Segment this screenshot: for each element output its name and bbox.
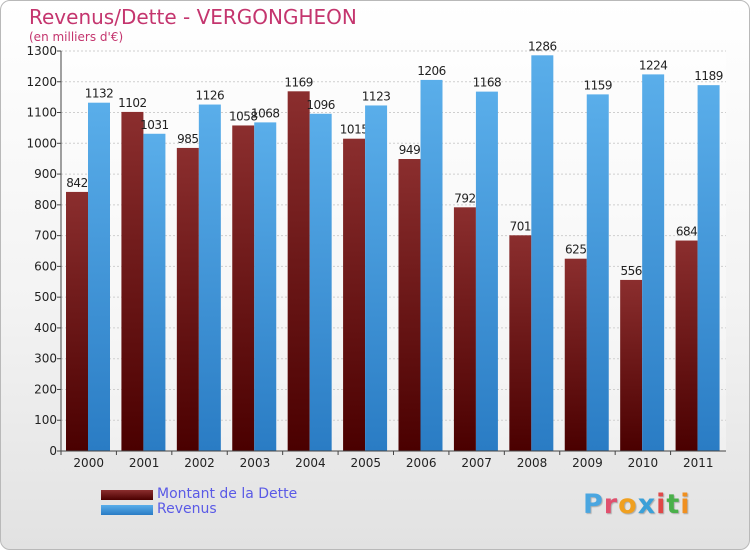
x-tick-label: 2009 xyxy=(572,456,603,470)
data-label: 985 xyxy=(177,132,198,146)
bar-dette xyxy=(398,159,421,451)
data-label: 1168 xyxy=(473,76,502,90)
bar-dette xyxy=(121,111,144,451)
y-tick-label: 500 xyxy=(34,290,57,304)
data-label: 1123 xyxy=(362,89,391,103)
bar-revenus xyxy=(475,91,498,451)
bar-dette xyxy=(453,207,476,451)
bar-dette xyxy=(620,279,643,451)
bar-chart: 0 100 200 300 400 500 600 700 800 900 1000 1100 1200… xyxy=(26,39,726,470)
y-tick-label: 1300 xyxy=(26,44,57,58)
data-label: 949 xyxy=(399,143,420,157)
bar-revenus xyxy=(198,104,221,452)
x-tick-label: 2000 xyxy=(73,456,104,470)
data-label: 1286 xyxy=(528,39,557,53)
bar-dette xyxy=(564,258,587,451)
data-label: 625 xyxy=(565,243,586,257)
logo-letter: t xyxy=(666,489,681,520)
bar-dette xyxy=(675,240,698,451)
bar-dette xyxy=(232,125,255,451)
bar-revenus xyxy=(531,55,554,452)
x-tick-label: 2001 xyxy=(129,456,160,470)
data-label: 1132 xyxy=(85,87,114,101)
x-tick-label: 2002 xyxy=(184,456,215,470)
bar-revenus xyxy=(586,94,609,451)
bar-revenus xyxy=(309,113,332,452)
chart-subtitle: (en milliers d'€) xyxy=(29,30,124,44)
data-label: 1126 xyxy=(196,89,225,103)
bar-dette xyxy=(343,138,366,451)
data-label: 1206 xyxy=(417,64,446,78)
bar-revenus xyxy=(88,102,110,451)
data-label: 1224 xyxy=(639,58,668,72)
bar-dette xyxy=(509,235,532,451)
data-label: 1068 xyxy=(251,106,280,120)
x-tick-label: 2010 xyxy=(628,456,659,470)
bar-dette xyxy=(176,147,199,451)
y-tick-label: 700 xyxy=(34,229,57,243)
y-tick-label: 800 xyxy=(34,198,57,212)
x-tick-label: 2011 xyxy=(683,456,714,470)
logo-letter: i xyxy=(656,489,667,520)
logo-letter: i xyxy=(680,489,691,520)
chart-title: Revenus/Dette - VERGONGHEON xyxy=(29,5,357,29)
y-tick-label: 0 xyxy=(49,444,57,458)
x-tick-label: 2003 xyxy=(240,456,271,470)
x-tick-label: 2005 xyxy=(351,456,382,470)
y-tick-label: 1200 xyxy=(26,75,57,89)
data-label: 684 xyxy=(676,225,697,239)
x-tick-label: 2007 xyxy=(461,456,492,470)
x-tick-label: 2004 xyxy=(295,456,326,470)
data-label: 1159 xyxy=(583,78,612,92)
data-label: 1031 xyxy=(140,118,169,132)
y-tick-label: 300 xyxy=(34,352,57,366)
logo-letter: x xyxy=(637,489,657,520)
legend-swatch-revenus xyxy=(101,505,153,515)
x-tick-label: 2006 xyxy=(406,456,437,470)
plot-area xyxy=(61,51,726,451)
legend-swatch-dette xyxy=(101,490,153,500)
proxiti-logo: Proxiti xyxy=(583,489,691,520)
y-tick-label: 900 xyxy=(34,167,57,181)
logo-letter: r xyxy=(603,489,619,520)
x-axis-ticks: 2000 2001 2002 2003 2004 2005 2006 2007 2008 2009… xyxy=(60,451,714,470)
y-axis-ticks: 0 100 200 300 400 500 600 700 800 900 1000 1100 1200… xyxy=(26,44,61,458)
bar-revenus xyxy=(365,105,388,451)
data-label: 1102 xyxy=(118,96,147,110)
legend-label-revenus: Revenus xyxy=(157,501,217,517)
x-tick-label: 2008 xyxy=(517,456,548,470)
y-tick-label: 600 xyxy=(34,259,57,273)
data-label: 1015 xyxy=(340,123,369,137)
data-label: 1169 xyxy=(284,75,313,89)
gridlines xyxy=(61,50,726,452)
bar-revenus xyxy=(642,74,665,451)
data-label: 556 xyxy=(620,264,641,278)
bar-dette xyxy=(287,91,310,452)
legend-label-dette: Montant de la Dette xyxy=(157,486,298,502)
bar-dette xyxy=(66,191,88,451)
y-tick-label: 400 xyxy=(34,321,57,335)
data-label: 1058 xyxy=(229,109,258,123)
bar-revenus xyxy=(254,122,277,451)
y-tick-label: 100 xyxy=(34,413,57,427)
data-label: 1096 xyxy=(306,98,335,112)
data-label: 701 xyxy=(510,219,531,233)
y-tick-label: 1100 xyxy=(26,106,57,120)
y-tick-label: 1000 xyxy=(26,136,57,150)
data-label: 1189 xyxy=(694,69,723,83)
logo-letter: o xyxy=(618,489,638,520)
logo-letter: P xyxy=(583,489,604,520)
y-tick-label: 200 xyxy=(34,382,57,396)
bar-revenus xyxy=(420,79,443,451)
bar-revenus xyxy=(697,85,720,452)
data-label: 792 xyxy=(454,191,475,205)
data-label: 842 xyxy=(66,176,87,190)
bar-revenus xyxy=(143,133,166,451)
